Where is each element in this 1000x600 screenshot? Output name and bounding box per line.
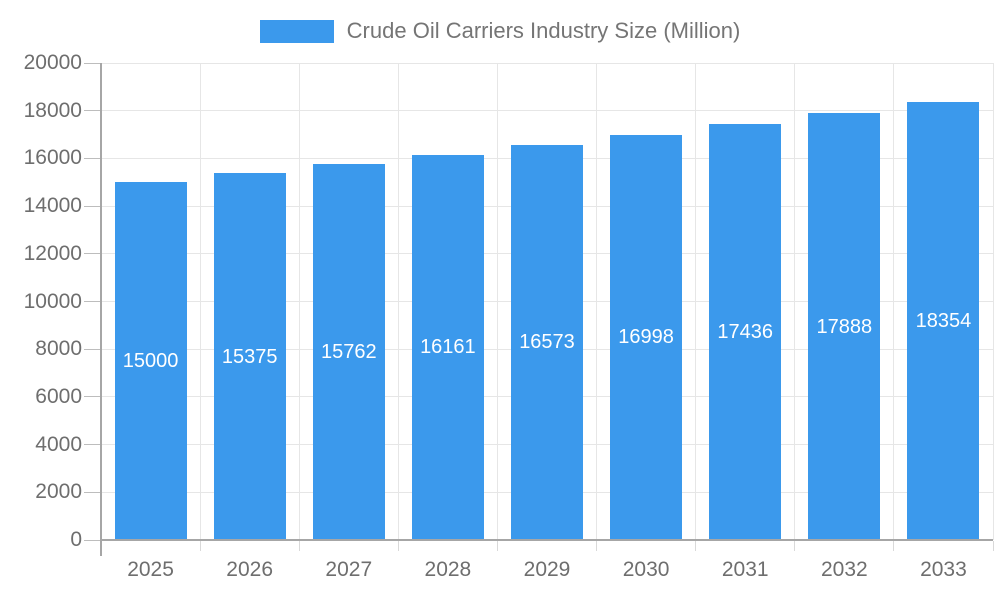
bar-2026[interactable] — [213, 173, 286, 540]
y-axis-label: 0 — [70, 528, 82, 551]
bar-value-label: 16161 — [420, 336, 476, 359]
x-axis-label: 2032 — [820, 558, 868, 581]
x-gridline — [298, 63, 300, 540]
y-axis-label: 8000 — [35, 337, 82, 361]
y-axis-tick — [84, 301, 101, 302]
bar-2029[interactable] — [511, 144, 583, 540]
x-axis-tick — [893, 541, 895, 551]
x-axis-label: 2025 — [127, 558, 174, 581]
x-gridline — [397, 63, 399, 540]
y-axis-label: 2000 — [35, 480, 82, 504]
bar-value-label: 15762 — [320, 341, 377, 364]
bar-value-label: 16998 — [618, 326, 674, 349]
x-axis-label: 2029 — [523, 558, 571, 581]
y-axis-label: 18000 — [23, 98, 82, 122]
y-axis-label: 4000 — [35, 432, 82, 456]
y-axis-label: 20000 — [23, 51, 82, 74]
y-axis-label: 10000 — [23, 289, 82, 313]
bar-2031[interactable] — [709, 124, 782, 540]
x-gridline — [596, 63, 598, 540]
bar-value-label: 17888 — [816, 315, 873, 338]
x-axis-label: 2033 — [920, 558, 967, 581]
bar-2025[interactable] — [114, 182, 187, 540]
bar-2033[interactable] — [907, 102, 980, 540]
y-axis-label: 16000 — [23, 146, 82, 170]
y-axis-tick — [84, 62, 101, 64]
x-axis-tick — [794, 541, 796, 551]
y-axis-label: 14000 — [23, 194, 82, 218]
y-axis-tick — [84, 253, 101, 255]
x-axis-tick — [298, 541, 300, 551]
y-axis-tick — [84, 444, 101, 446]
y-gridline — [101, 62, 993, 64]
x-axis-label: 2026 — [226, 558, 274, 581]
y-axis-tick — [84, 157, 101, 159]
legend-swatch — [259, 19, 334, 43]
bar-value-label: 15375 — [221, 345, 278, 368]
y-axis-tick — [84, 205, 101, 207]
y-gridline — [101, 110, 993, 112]
bar-value-label: 15000 — [122, 350, 179, 373]
y-axis-label: 6000 — [35, 384, 82, 408]
x-axis-tick — [199, 541, 201, 551]
y-axis-tick — [84, 539, 101, 541]
bar-2030[interactable] — [610, 134, 683, 540]
x-axis-label: 2031 — [721, 558, 769, 581]
x-gridline — [496, 63, 498, 540]
x-axis-line — [100, 539, 993, 541]
x-gridline — [992, 63, 994, 540]
x-axis-tick — [496, 541, 498, 551]
legend-label: Crude Oil Carriers Industry Size (Millio… — [346, 18, 741, 43]
x-axis-label: 2027 — [325, 558, 373, 581]
y-axis-tick — [84, 396, 101, 398]
bar-value-label: 17436 — [717, 321, 774, 344]
y-axis-tick — [84, 348, 101, 350]
legend[interactable]: Crude Oil Carriers Industry Size (Millio… — [0, 18, 1000, 44]
bar-value-label: 16573 — [519, 331, 575, 354]
bar-value-label: 18354 — [915, 310, 972, 333]
x-axis-label: 2028 — [424, 558, 472, 581]
x-gridline — [199, 63, 201, 540]
bar-2027[interactable] — [312, 164, 385, 540]
x-axis-label: 2030 — [622, 558, 670, 581]
y-axis-tick — [84, 491, 101, 493]
x-axis-tick — [992, 541, 994, 551]
bar-2032[interactable] — [808, 113, 881, 540]
x-gridline — [794, 63, 796, 540]
y-axis-line — [100, 63, 102, 556]
x-axis-tick — [596, 541, 598, 551]
y-axis-label: 12000 — [23, 241, 82, 265]
x-axis-tick — [695, 541, 697, 551]
x-axis-tick — [397, 541, 399, 551]
x-gridline — [695, 63, 697, 540]
y-axis-tick — [84, 110, 101, 112]
bar-2028[interactable] — [411, 154, 484, 540]
x-gridline — [893, 63, 895, 540]
